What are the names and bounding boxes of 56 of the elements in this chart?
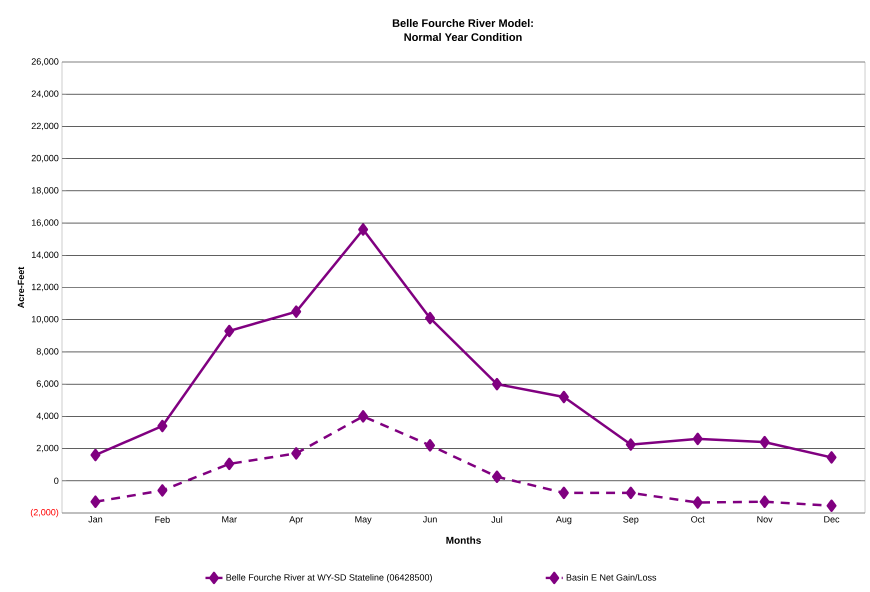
point: [224, 458, 234, 470]
y-tick-label: 12,000: [32, 284, 58, 292]
y-tick-label: 24,000: [32, 90, 58, 98]
y-tick-label: (2,000): [30, 508, 58, 518]
point: [692, 432, 703, 446]
y-tick-label: 26,000: [32, 58, 58, 66]
point: [558, 390, 569, 404]
x-tick-label: Dec: [824, 516, 840, 522]
y-tick-label: 8,000: [36, 348, 58, 356]
x-tick-label: Jan: [88, 516, 102, 522]
y-tick-label: 4,000: [36, 412, 58, 420]
point: [358, 410, 368, 423]
legend-label: Basin E Net Gain/Loss: [566, 574, 656, 581]
y-tick-label: 22,000: [32, 122, 58, 130]
x-tick-label: Feb: [155, 516, 170, 523]
y-tick-label: 2,000: [36, 444, 58, 452]
y-tick-label: 0: [54, 478, 58, 484]
chart-title: Belle Fourche River Model: Normal Year Condition: [392, 18, 533, 42]
y-tick-label: 18,000: [32, 187, 58, 195]
point: [291, 447, 302, 460]
legend-label: Belle Fourche River at WY-SD Stateline (06428500): [226, 574, 432, 582]
x-tick-label: Mar: [222, 516, 237, 522]
point: [826, 451, 837, 464]
x-tick-label: Jul: [491, 516, 502, 523]
y-tick-label: 16,000: [32, 219, 58, 227]
y-tick-label: 20,000: [32, 154, 58, 162]
x-tick-label: Jun: [422, 516, 437, 522]
point: [692, 496, 703, 509]
x-tick-label: Nov: [757, 516, 773, 522]
point: [826, 500, 837, 512]
point: [291, 305, 302, 318]
x-tick-label: Apr: [289, 516, 304, 524]
point: [760, 495, 770, 508]
x-tick-label: Aug: [556, 516, 572, 524]
point: [157, 484, 168, 497]
point: [90, 448, 100, 462]
point: [358, 223, 368, 236]
x-axis-title: Months: [446, 536, 481, 544]
point: [558, 486, 569, 500]
y-tick-label: 6,000: [36, 380, 58, 388]
point: [425, 312, 436, 324]
point: [760, 436, 770, 448]
point: [492, 378, 502, 390]
y-tick-label: 10,000: [32, 316, 58, 324]
point: [224, 324, 234, 338]
point: [157, 420, 168, 432]
point: [425, 439, 436, 452]
x-tick-label: May: [355, 516, 372, 524]
point: [626, 486, 636, 500]
y-tick-label: 14,000: [32, 252, 58, 260]
y-axis-title: Acre-Feet: [18, 266, 24, 308]
x-tick-label: Oct: [691, 516, 705, 523]
x-tick-label: Sep: [623, 516, 638, 524]
point: [626, 438, 636, 451]
point: [492, 470, 502, 483]
point: [90, 495, 100, 508]
